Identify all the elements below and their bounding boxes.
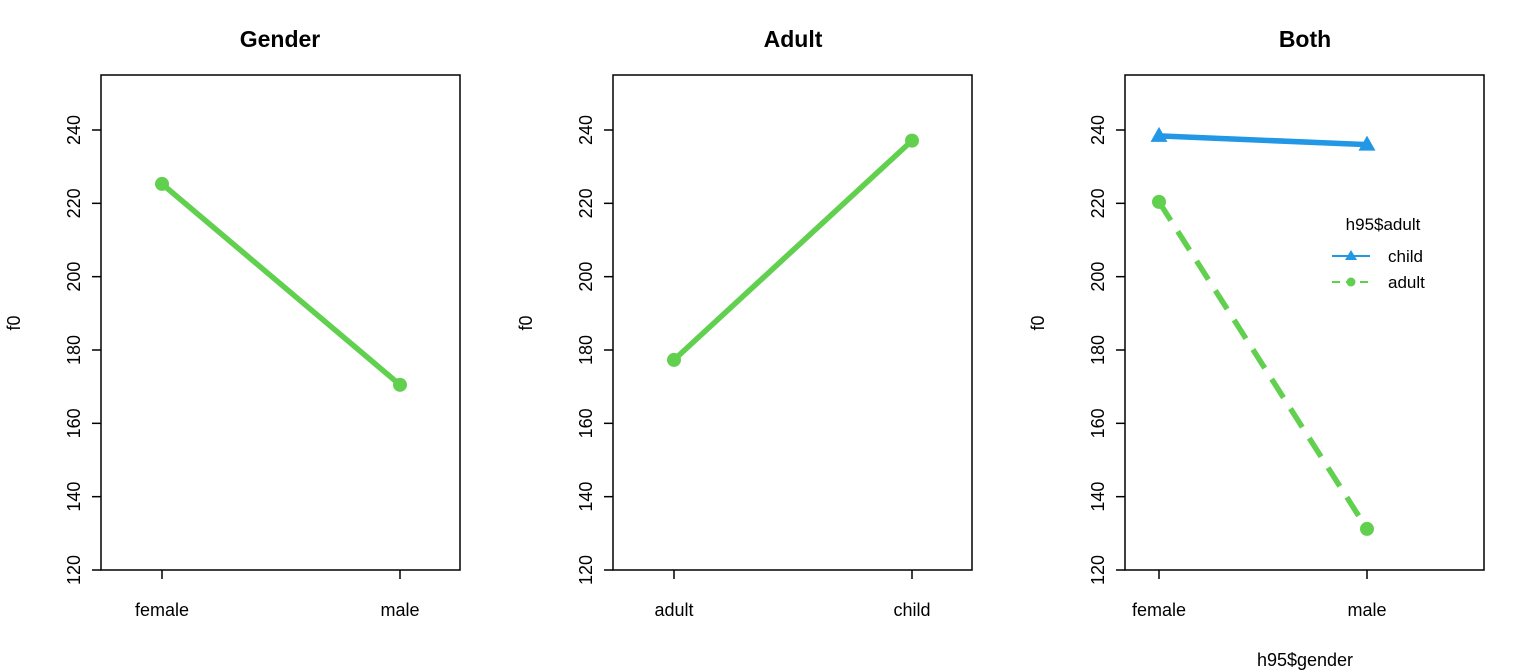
panel-title: Gender: [240, 26, 321, 52]
legend-label: adult: [1388, 273, 1425, 292]
x-tick-label: adult: [654, 600, 693, 620]
data-point: [1358, 135, 1376, 151]
y-tick-label: 200: [1088, 262, 1108, 292]
legend-title: h95$adult: [1346, 215, 1421, 234]
y-tick-label: 240: [1088, 115, 1108, 145]
y-axis-label: f0: [1028, 315, 1048, 330]
data-point: [393, 377, 407, 392]
y-axis: 120 140 160 180 200 220 240: [1088, 115, 1125, 585]
y-tick-label: 200: [64, 262, 84, 292]
panel-title: Adult: [764, 26, 823, 52]
panel-gender: Gender f0 120 140 160 180 200 220 240 female ma…: [4, 26, 461, 620]
data-point: [1360, 521, 1374, 536]
y-tick-label: 220: [576, 188, 596, 218]
legend-marker: [1345, 250, 1357, 260]
series-line: [1156, 200, 1370, 531]
data-point: [1152, 194, 1166, 209]
y-tick-label: 120: [1088, 555, 1108, 585]
data-point: [905, 133, 919, 148]
x-tick-label: female: [1132, 600, 1186, 620]
plot-frame: [100, 74, 461, 571]
legend-label: child: [1388, 247, 1423, 266]
series-line: [672, 138, 914, 362]
x-axis-label: h95$gender: [1257, 650, 1353, 670]
plot-area: [1150, 126, 1376, 536]
panel-adult: Adult f0 120 140 160 180 200 220 240 adult chil…: [516, 26, 973, 620]
y-tick-label: 160: [1088, 408, 1108, 438]
x-axis: female male: [135, 570, 420, 620]
y-tick-label: 200: [576, 262, 596, 292]
y-tick-label: 140: [576, 482, 596, 512]
data-point: [1150, 126, 1168, 142]
x-axis: adult child: [654, 570, 931, 620]
legend-marker: [1346, 277, 1356, 287]
y-tick-label: 160: [576, 408, 596, 438]
x-tick-label: male: [380, 600, 419, 620]
y-tick-label: 220: [64, 188, 84, 218]
y-tick-label: 120: [64, 555, 84, 585]
series-line: [1158, 133, 1368, 148]
legend: h95$adult child adult: [1332, 215, 1425, 292]
x-tick-label: female: [135, 600, 189, 620]
plot-area: [155, 176, 407, 392]
plot-frame: [612, 74, 973, 571]
data-point: [155, 176, 169, 191]
x-axis: female male: [1132, 570, 1387, 620]
y-tick-label: 240: [64, 115, 84, 145]
y-tick-label: 120: [576, 555, 596, 585]
y-tick-label: 220: [1088, 188, 1108, 218]
y-tick-label: 180: [1088, 335, 1108, 365]
plot-frame: [1124, 74, 1485, 571]
y-tick-label: 140: [1088, 482, 1108, 512]
panel-both: Both f0 h95$gender 120 140 160 180 200 220 240…: [1028, 26, 1485, 670]
data-point: [667, 352, 681, 367]
y-axis: 120 140 160 180 200 220 240: [576, 115, 613, 585]
y-axis-label: f0: [4, 315, 24, 330]
series-line: [160, 181, 402, 387]
y-axis-label: f0: [516, 315, 536, 330]
y-tick-label: 140: [64, 482, 84, 512]
y-tick-label: 160: [64, 408, 84, 438]
y-tick-label: 180: [576, 335, 596, 365]
y-tick-label: 240: [576, 115, 596, 145]
y-axis: 120 140 160 180 200 220 240: [64, 115, 101, 585]
y-tick-label: 180: [64, 335, 84, 365]
x-tick-label: male: [1347, 600, 1386, 620]
panel-title: Both: [1279, 26, 1331, 52]
x-tick-label: child: [893, 600, 930, 620]
plot-area: [667, 133, 919, 367]
